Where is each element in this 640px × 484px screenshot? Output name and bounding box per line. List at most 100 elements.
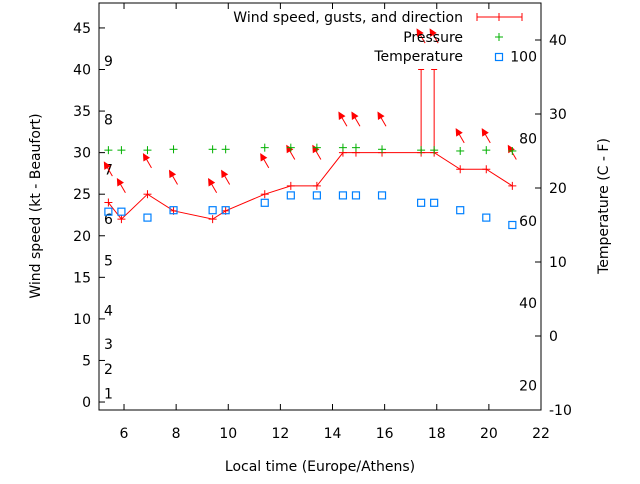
arrow-head — [481, 128, 489, 137]
beaufort-label: 4 — [104, 304, 113, 320]
y2-axis-label: Temperature (C - F) — [596, 138, 612, 275]
x-tick-label: 18 — [428, 426, 446, 442]
legend-sample-temperature — [494, 52, 504, 62]
beaufort-label: 3 — [104, 337, 113, 353]
wind-speed-point — [508, 181, 517, 190]
arrow-head — [208, 177, 216, 187]
arrow-head — [455, 128, 463, 137]
temperature-point — [508, 220, 517, 230]
pressure-point — [286, 143, 295, 152]
wind-direction-arrow — [103, 161, 113, 177]
arrow-head — [351, 111, 359, 120]
arrow-head — [286, 144, 294, 154]
arrow-head — [429, 28, 437, 37]
arrow-head — [416, 28, 424, 37]
wind-speed-point — [312, 181, 321, 190]
y-axis-label: Wind speed (kt - Beaufort) — [28, 113, 44, 298]
pressure-point — [508, 146, 517, 155]
wind-direction-arrow — [429, 28, 439, 44]
y-tick-label: 30 — [73, 146, 91, 162]
wind-direction-arrow — [481, 128, 491, 144]
temperature-point — [104, 207, 113, 216]
wind-direction-arrow — [377, 111, 387, 127]
x-tick-label: 22 — [532, 426, 550, 442]
pressure-point — [482, 146, 491, 155]
temperature-point — [260, 198, 269, 207]
pressure-point — [430, 146, 439, 155]
pressure-point — [260, 143, 269, 152]
wind-speed-point — [104, 198, 113, 207]
temperature-point — [208, 206, 217, 215]
fahrenheit-label: 20 — [519, 378, 537, 394]
y-tick-label: 10 — [73, 312, 91, 328]
y-tick-label: 15 — [73, 270, 91, 286]
x-tick-label: 8 — [172, 426, 181, 442]
pressure-point — [378, 145, 387, 154]
x-tick-label: 14 — [324, 426, 342, 442]
beaufort-label: 6 — [104, 212, 113, 228]
pressure-point — [104, 146, 113, 155]
temperature-point — [169, 206, 178, 215]
arrow-head — [312, 144, 320, 154]
pressure-point — [351, 143, 360, 152]
pressure-point — [143, 146, 152, 155]
pressure-point — [221, 145, 230, 154]
legend-sample-pressure — [495, 33, 503, 41]
temperature-point — [377, 191, 387, 200]
wind-speed-point — [482, 165, 491, 174]
temperature-point — [351, 191, 361, 200]
wind-speed-point — [260, 190, 269, 199]
arrow-head — [260, 153, 268, 162]
pressure-point — [312, 143, 321, 152]
wind-direction-arrow — [168, 169, 178, 185]
x-tick-label: 6 — [120, 426, 129, 442]
x-axis-label: Local time (Europe/Athens) — [225, 459, 415, 475]
y2-tick-label: -10 — [549, 403, 572, 419]
y-tick-label: 5 — [82, 353, 91, 369]
arrow-head — [221, 169, 229, 179]
beaufort-label: 8 — [104, 112, 113, 128]
y2-tick-label: 40 — [549, 33, 567, 49]
temperature-point — [430, 198, 439, 207]
fahrenheit-label: 40 — [519, 296, 537, 312]
wind-speed-point — [143, 190, 152, 199]
x-tick-label: 20 — [480, 426, 498, 442]
wind-direction-arrow — [221, 169, 231, 185]
arrow-head — [116, 177, 124, 187]
legend-sample-wind-point — [495, 13, 503, 21]
pressure-point — [117, 146, 126, 155]
pressure-point — [417, 146, 426, 155]
temperature-point — [417, 198, 426, 207]
wind-speed-point — [208, 215, 217, 224]
y-tick-label: 45 — [73, 21, 91, 37]
wind-direction-arrow — [416, 28, 426, 44]
pressure-point — [456, 146, 465, 155]
x-tick-label: 16 — [376, 426, 394, 442]
plot-frame — [98, 2, 542, 411]
wind-speed-point — [117, 215, 126, 224]
y2-tick-label: 20 — [549, 181, 567, 197]
beaufort-label: 5 — [104, 254, 113, 270]
wind-speed-point — [286, 181, 295, 190]
fahrenheit-label: 80 — [519, 132, 537, 148]
wind-direction-arrow — [338, 111, 348, 127]
pressure-point — [338, 143, 347, 152]
wind-direction-arrow — [208, 177, 218, 194]
y-tick-label: 25 — [73, 187, 91, 203]
legend: Wind speed, gusts, and direction Pressur… — [233, 10, 523, 65]
x-tick-label: 10 — [219, 426, 237, 442]
wind-direction-arrow — [260, 153, 270, 169]
wind-direction-arrow — [351, 111, 361, 127]
y2-tick-label: 0 — [549, 329, 558, 345]
y-tick-label: 35 — [73, 104, 91, 120]
arrow-head — [338, 111, 346, 120]
fahrenheit-label: 60 — [519, 214, 537, 230]
legend-label-pressure: Pressure — [403, 30, 463, 46]
y-tick-label: 0 — [82, 395, 91, 411]
beaufort-label: 1 — [104, 387, 113, 403]
x-tick-label: 12 — [271, 426, 289, 442]
pressure-point — [208, 145, 217, 154]
arrow-head — [142, 153, 151, 162]
temperature-point — [482, 213, 491, 222]
legend-label-temperature: Temperature — [373, 49, 463, 65]
